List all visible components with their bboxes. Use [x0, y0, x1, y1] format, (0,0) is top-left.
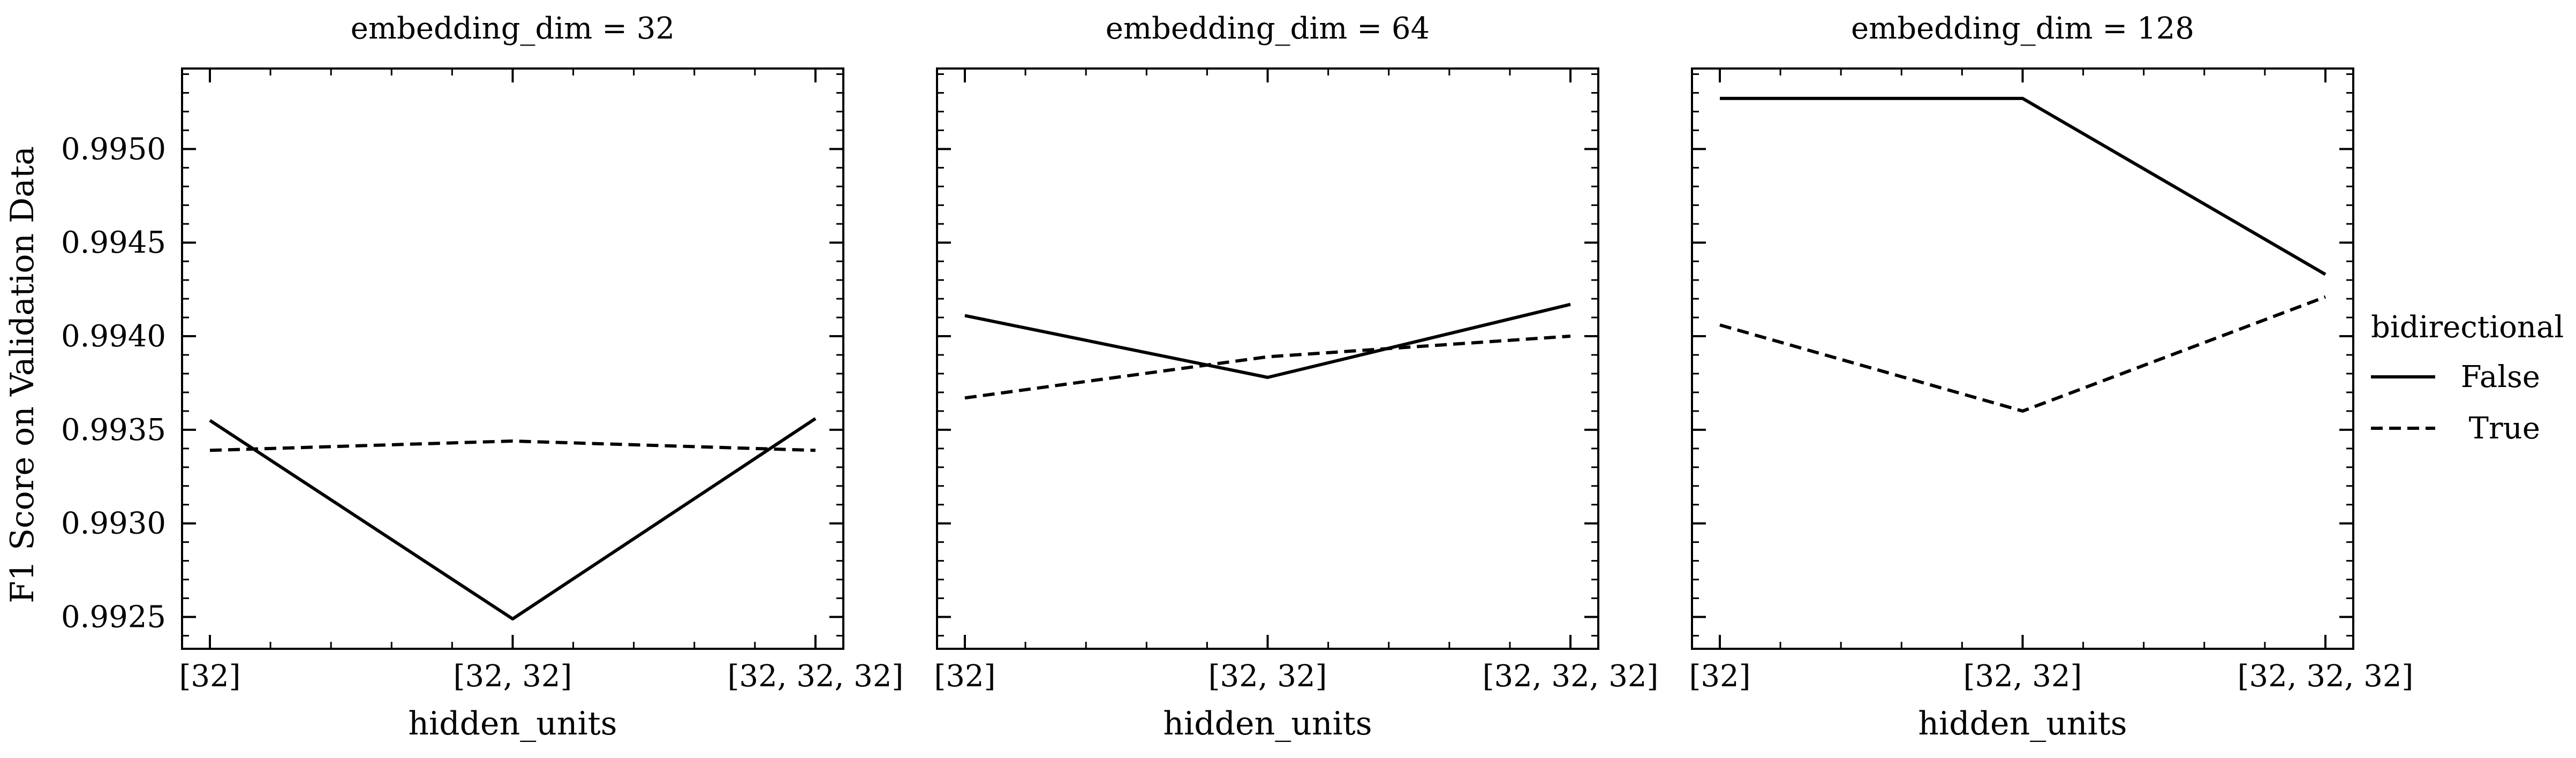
series-line-false [209, 417, 817, 621]
series-line-false [1720, 96, 2326, 276]
y-axis-label: F1 Score on Validation Data [4, 146, 41, 603]
y-tick-label: 0.9945 [61, 225, 166, 260]
facet-panel-2: embedding_dim = 64 hidden_units [32] [32, 3… [934, 11, 1659, 742]
x-tick-label: [32, 32] [454, 659, 572, 694]
y-tick-label: 0.9930 [61, 506, 166, 541]
legend-label-true: True [2469, 411, 2540, 446]
legend-label-false: False [2461, 360, 2540, 395]
x-tick-label: [32, 32, 32] [1483, 659, 1659, 694]
x-tick-label: [32, 32, 32] [728, 659, 904, 694]
panel-title: embedding_dim = 128 [1851, 11, 2194, 46]
x-tick-label: [32, 32] [1208, 659, 1327, 694]
panel-title: embedding_dim = 32 [351, 11, 675, 46]
x-tick-label: [32] [179, 659, 241, 694]
x-axis-label: hidden_units [408, 705, 617, 742]
x-tick-label: [32, 32] [1963, 659, 2082, 694]
series-line-true [209, 439, 816, 452]
series-line-true [964, 335, 1571, 400]
legend-entries: False True [2371, 360, 2540, 446]
series-line-false [964, 302, 1571, 379]
facet-panel-3: embedding_dim = 128 hidden_units [32] [32, … [1689, 11, 2414, 742]
y-tick-label: 0.9950 [61, 132, 166, 166]
series-line-true [1719, 295, 2326, 413]
y-tick-label: 0.9935 [61, 413, 166, 448]
legend: bidirectional False True [2371, 310, 2564, 446]
panel-title: embedding_dim = 64 [1106, 11, 1430, 46]
legend-title: bidirectional [2371, 310, 2564, 345]
x-axis-label: hidden_units [1163, 705, 1372, 742]
x-tick-label: [32] [934, 659, 996, 694]
facet-panels: embedding_dim = 32 hidden_units [32] [32, 3… [61, 11, 2413, 742]
y-tick-label: 0.9925 [61, 600, 166, 635]
x-tick-label: [32, 32, 32] [2238, 659, 2414, 694]
facet-panel-1: embedding_dim = 32 hidden_units [32] [32, 3… [61, 11, 903, 742]
x-axis-label: hidden_units [1918, 705, 2127, 742]
x-tick-label: [32] [1689, 659, 1751, 694]
y-tick-label: 0.9940 [61, 319, 166, 354]
